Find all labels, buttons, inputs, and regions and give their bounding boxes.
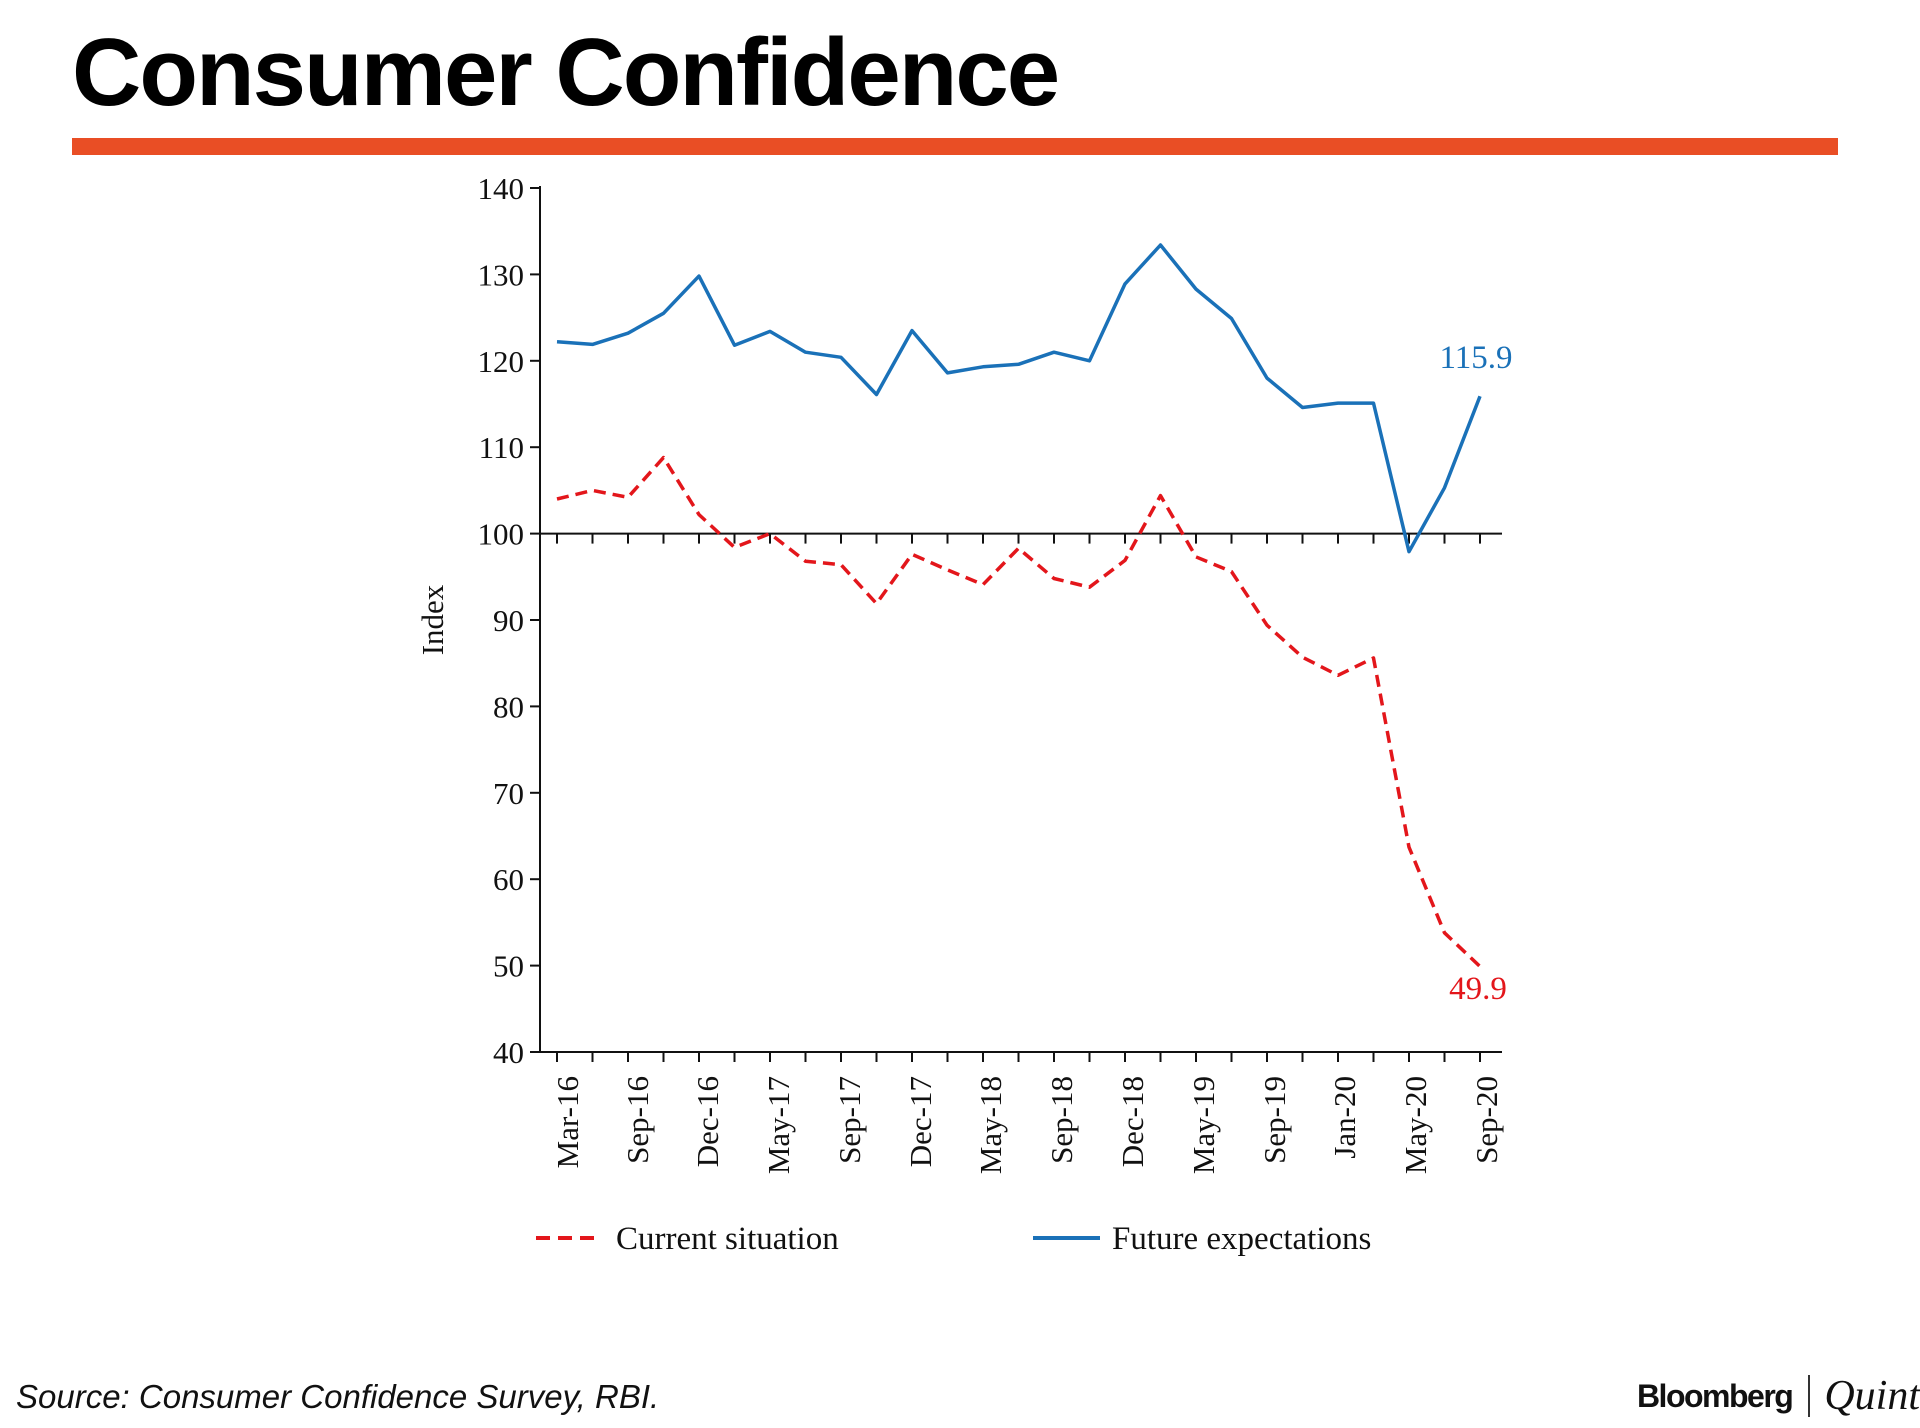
x-tick-label: Dec-16 (690, 1076, 725, 1167)
end-label-future-expectations: 115.9 (1439, 340, 1512, 376)
source-note: Source: Consumer Confidence Survey, RBI. (16, 1378, 660, 1415)
legend: Current situation Future expectations (536, 1221, 1371, 1257)
x-tick-label: May-18 (973, 1076, 1008, 1174)
y-tick-label: 70 (493, 776, 524, 811)
page-title: Consumer Confidence (72, 19, 1060, 126)
brand-divider (1808, 1375, 1811, 1417)
series-line-future-expectations (556, 243, 1482, 554)
y-tick-label: 60 (493, 862, 524, 897)
y-tick-label: 50 (493, 949, 524, 984)
y-tick-label: 40 (493, 1035, 524, 1070)
labels-layer: 115.9 49.9 (1439, 340, 1512, 1007)
x-axis: Mar-16 Sep-16 Dec-16 May-17 Sep-17 Dec-17 May-… (540, 532, 1504, 1174)
y-axis: 40 50 60 70 80 90 100 110 120 130 140 Index (415, 171, 541, 1070)
end-label-current-situation: 49.9 (1449, 971, 1507, 1007)
series-line-current-situation (556, 455, 1482, 968)
x-tick-label: May-17 (761, 1076, 796, 1174)
series-layer (556, 243, 1482, 968)
y-tick-label: 120 (478, 344, 525, 379)
y-tick-label: 80 (493, 689, 524, 724)
brand-quint: Quint (1824, 1373, 1920, 1419)
x-tick-label: Dec-17 (903, 1076, 938, 1167)
x-tick-label: Dec-18 (1115, 1076, 1150, 1167)
y-tick-label: 100 (478, 517, 525, 552)
x-tick-label: Sep-18 (1044, 1076, 1079, 1164)
x-tick-label: Sep-20 (1469, 1076, 1504, 1164)
brand-bloomberg: Bloomberg (1636, 1377, 1794, 1414)
x-tick-label: Sep-17 (832, 1076, 867, 1164)
y-tick-label: 130 (478, 257, 525, 292)
brand-logo: Bloomberg Quint (1637, 1368, 1920, 1424)
legend-label: Current situation (616, 1221, 839, 1257)
y-axis-label: Index (415, 584, 450, 655)
x-tick-label: Jan-20 (1327, 1076, 1362, 1159)
x-tick-label: Sep-16 (620, 1076, 655, 1164)
legend-label: Future expectations (1112, 1221, 1371, 1257)
y-tick-label: 140 (478, 171, 525, 206)
x-tick-label: May-19 (1186, 1076, 1221, 1174)
y-tick-label: 110 (479, 430, 524, 465)
x-tick-label: Mar-16 (550, 1076, 585, 1168)
title-rule (72, 138, 1838, 155)
x-tick-label: Sep-19 (1257, 1076, 1292, 1164)
y-tick-label: 90 (493, 603, 524, 638)
x-tick-label: May-20 (1398, 1076, 1433, 1174)
